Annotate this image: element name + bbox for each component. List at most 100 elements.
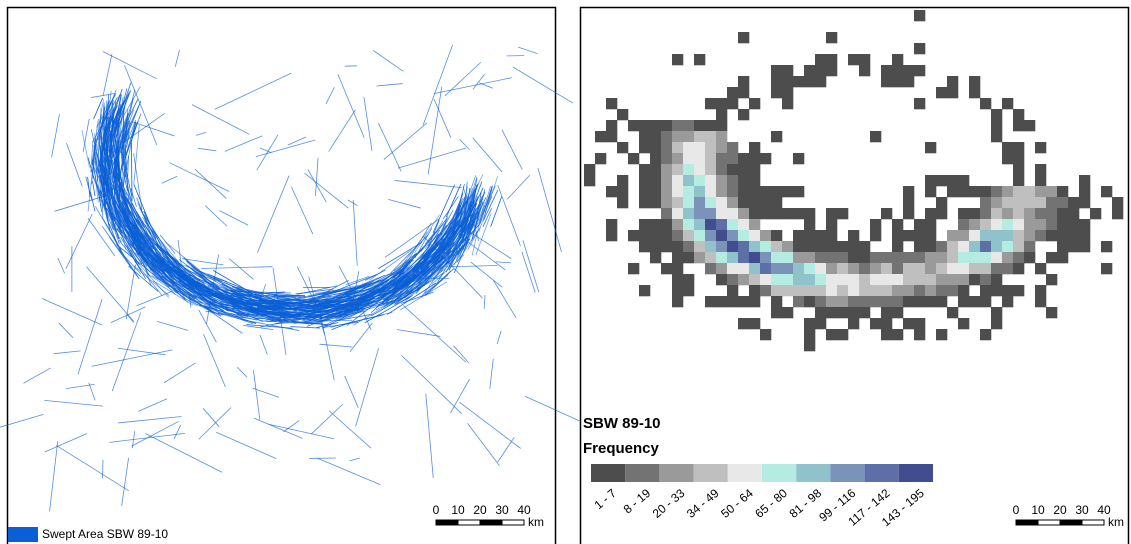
raster-cell	[1002, 208, 1014, 220]
raster-cell	[848, 285, 860, 297]
raster-cell	[760, 263, 772, 275]
raster-cell	[936, 197, 948, 209]
raster-cell	[672, 219, 684, 231]
track	[423, 247, 457, 275]
raster-cell	[650, 131, 662, 143]
raster-cell	[804, 318, 816, 330]
track	[118, 416, 182, 424]
legend-swatch	[625, 464, 660, 482]
raster-cell	[1057, 219, 1069, 231]
raster-cell	[914, 285, 926, 297]
raster-cell	[1002, 153, 1014, 165]
raster-cell	[639, 197, 651, 209]
track	[216, 431, 277, 459]
track	[198, 284, 253, 310]
track	[145, 433, 223, 473]
raster-cell	[639, 164, 651, 176]
track	[307, 169, 327, 203]
track	[342, 299, 387, 319]
track	[355, 348, 379, 427]
track	[107, 94, 121, 126]
raster-cell	[683, 175, 695, 187]
track	[102, 226, 132, 268]
track	[248, 308, 275, 311]
raster-cell	[826, 252, 838, 264]
scale-tick-label: 10	[1031, 503, 1045, 517]
scale-tick-label: 40	[1097, 503, 1111, 517]
raster-cell	[672, 131, 684, 143]
raster-cell	[826, 230, 838, 242]
track	[111, 186, 118, 219]
raster-cell	[716, 109, 728, 121]
track	[202, 305, 239, 317]
track	[413, 256, 430, 273]
raster-cell	[958, 230, 970, 242]
raster-cell	[1035, 208, 1047, 220]
raster-cell	[870, 230, 882, 242]
track	[172, 280, 202, 304]
track	[323, 307, 361, 321]
raster-cell	[848, 252, 860, 264]
raster-cell	[980, 263, 992, 275]
track	[116, 228, 153, 270]
track	[185, 259, 217, 288]
track	[459, 187, 484, 238]
track	[102, 174, 106, 210]
track	[124, 109, 129, 143]
track	[427, 225, 448, 247]
track	[120, 186, 125, 202]
raster-cell	[661, 263, 673, 275]
raster-cell	[738, 164, 750, 176]
raster-cell	[738, 219, 750, 231]
raster-cell	[980, 274, 992, 286]
track	[77, 298, 103, 375]
raster-cell	[1079, 230, 1091, 242]
raster-cell	[881, 307, 893, 319]
raster-cell	[727, 153, 739, 165]
raster-cell	[639, 186, 651, 198]
raster-cell	[859, 307, 871, 319]
raster-cell	[716, 120, 728, 132]
raster-cell	[716, 296, 728, 308]
raster-cell	[1068, 230, 1080, 242]
raster-cell	[1024, 186, 1036, 198]
scale-tick-label: 10	[451, 503, 465, 517]
raster-cell	[969, 274, 981, 286]
track	[318, 289, 364, 306]
track	[125, 192, 129, 209]
raster-cell	[683, 186, 695, 198]
track	[315, 157, 319, 197]
raster-cell	[848, 230, 860, 242]
track	[89, 191, 96, 212]
track	[472, 74, 485, 90]
track	[177, 239, 182, 267]
track	[138, 398, 168, 412]
raster-cell	[826, 219, 838, 231]
raster-cell	[705, 241, 717, 253]
track	[108, 210, 114, 230]
raster-cell	[1002, 186, 1014, 198]
raster-cell	[749, 208, 761, 220]
track	[419, 232, 446, 269]
raster-cell	[749, 285, 761, 297]
track	[198, 275, 242, 297]
track	[446, 233, 463, 264]
raster-cell	[1035, 285, 1047, 297]
track	[247, 311, 297, 313]
track	[472, 137, 503, 173]
raster-cell	[815, 263, 827, 275]
track	[252, 387, 280, 398]
raster-cell	[881, 296, 893, 308]
raster-cell	[716, 164, 728, 176]
raster-cell	[1002, 263, 1014, 275]
raster-cell	[826, 285, 838, 297]
raster-cell	[716, 186, 728, 198]
track	[253, 297, 285, 304]
track	[94, 133, 98, 173]
raster-cell	[793, 76, 805, 88]
raster-cell	[815, 76, 827, 88]
raster-cell	[925, 285, 937, 297]
track	[127, 199, 138, 224]
raster-cell	[749, 296, 761, 308]
raster-cell	[925, 186, 937, 198]
